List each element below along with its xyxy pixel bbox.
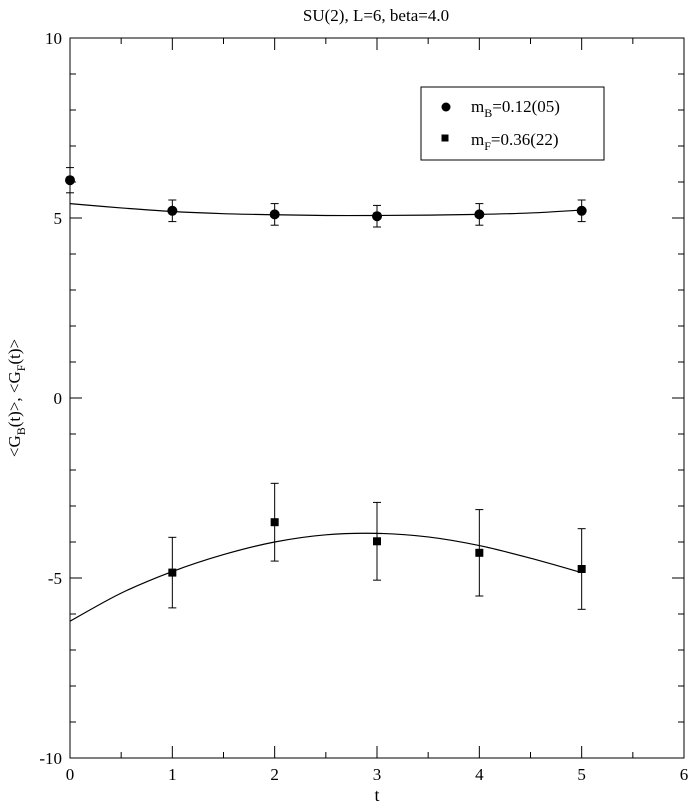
legend-label-bosonic: mB=0.12(05) [471,97,560,120]
x-tick-label: 4 [475,765,484,784]
error-bars [66,167,586,610]
x-tick-label: 6 [680,765,689,784]
fit-curve-bosonic [69,203,582,217]
legend-label-fermionic: mF=0.36(22) [471,130,559,153]
x-tick-label: 2 [270,765,279,784]
fit-curve-fermionic [69,532,582,622]
data-point-fermionic [168,568,177,577]
data-point-fermionic [373,537,381,546]
y-tick-label: -10 [39,749,62,768]
data-point-fermionic [577,565,586,573]
legend-marker-fermionic [441,134,449,142]
y-axis-label: <GB(t)>, <GF(t)> [5,339,28,457]
x-tick-label: 5 [577,765,586,784]
legend-box [420,86,605,161]
y-tick-label: 5 [54,209,63,228]
data-point-fermionic [475,548,484,557]
y-tick-label: 0 [54,389,63,408]
data-point-bosonic [474,209,485,220]
data-point-fermionic [270,518,279,527]
data-point-bosonic [576,205,587,216]
data-point-bosonic [167,205,178,216]
data-markers [65,175,587,577]
x-axis-label: t [374,785,379,805]
x-tick-label: 0 [66,765,75,784]
data-point-bosonic [372,211,382,222]
data-point-bosonic [65,175,75,186]
x-tick-label: 3 [373,765,382,784]
legend: mB=0.12(05) mF=0.36(22) [420,86,605,161]
axis-ticks [69,37,685,759]
data-point-bosonic [269,209,280,220]
y-tick-labels: -10 -5 0 5 10 [39,29,62,768]
fit-curves [69,203,582,622]
x-tick-labels: 0 1 2 3 4 5 6 [66,765,689,784]
x-tick-label: 1 [168,765,177,784]
y-tick-label: 10 [45,29,62,48]
y-tick-label: -5 [48,569,62,588]
legend-marker-bosonic [441,102,451,112]
chart-title: SU(2), L=6, beta=4.0 [303,6,449,25]
